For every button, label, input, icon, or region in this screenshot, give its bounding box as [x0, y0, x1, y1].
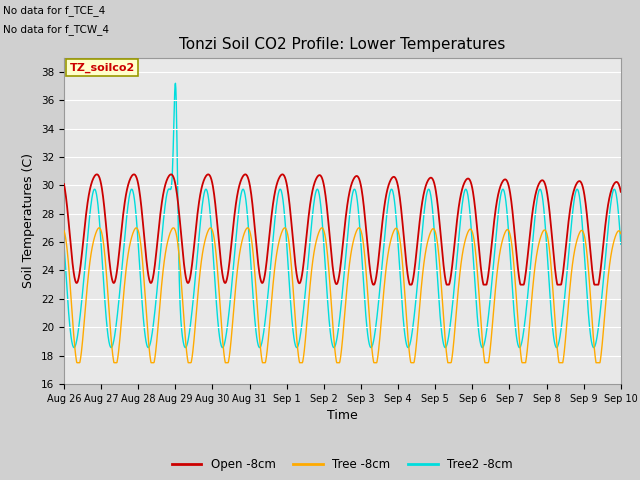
Text: No data for f_TCE_4: No data for f_TCE_4 — [3, 5, 106, 16]
Text: No data for f_TCW_4: No data for f_TCW_4 — [3, 24, 109, 35]
Legend: Open -8cm, Tree -8cm, Tree2 -8cm: Open -8cm, Tree -8cm, Tree2 -8cm — [167, 454, 518, 476]
Title: Tonzi Soil CO2 Profile: Lower Temperatures: Tonzi Soil CO2 Profile: Lower Temperatur… — [179, 37, 506, 52]
Text: TZ_soilco2: TZ_soilco2 — [70, 62, 135, 73]
Y-axis label: Soil Temperatures (C): Soil Temperatures (C) — [22, 153, 35, 288]
X-axis label: Time: Time — [327, 409, 358, 422]
